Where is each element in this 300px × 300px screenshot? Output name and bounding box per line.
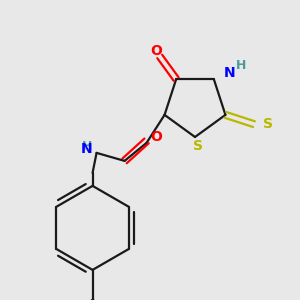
Text: N: N [81, 142, 93, 156]
Text: H: H [82, 140, 93, 153]
Text: S: S [193, 139, 203, 153]
Text: O: O [150, 44, 162, 58]
Text: H: H [236, 58, 246, 72]
Text: O: O [151, 130, 163, 144]
Text: S: S [263, 117, 273, 131]
Text: N: N [224, 66, 236, 80]
